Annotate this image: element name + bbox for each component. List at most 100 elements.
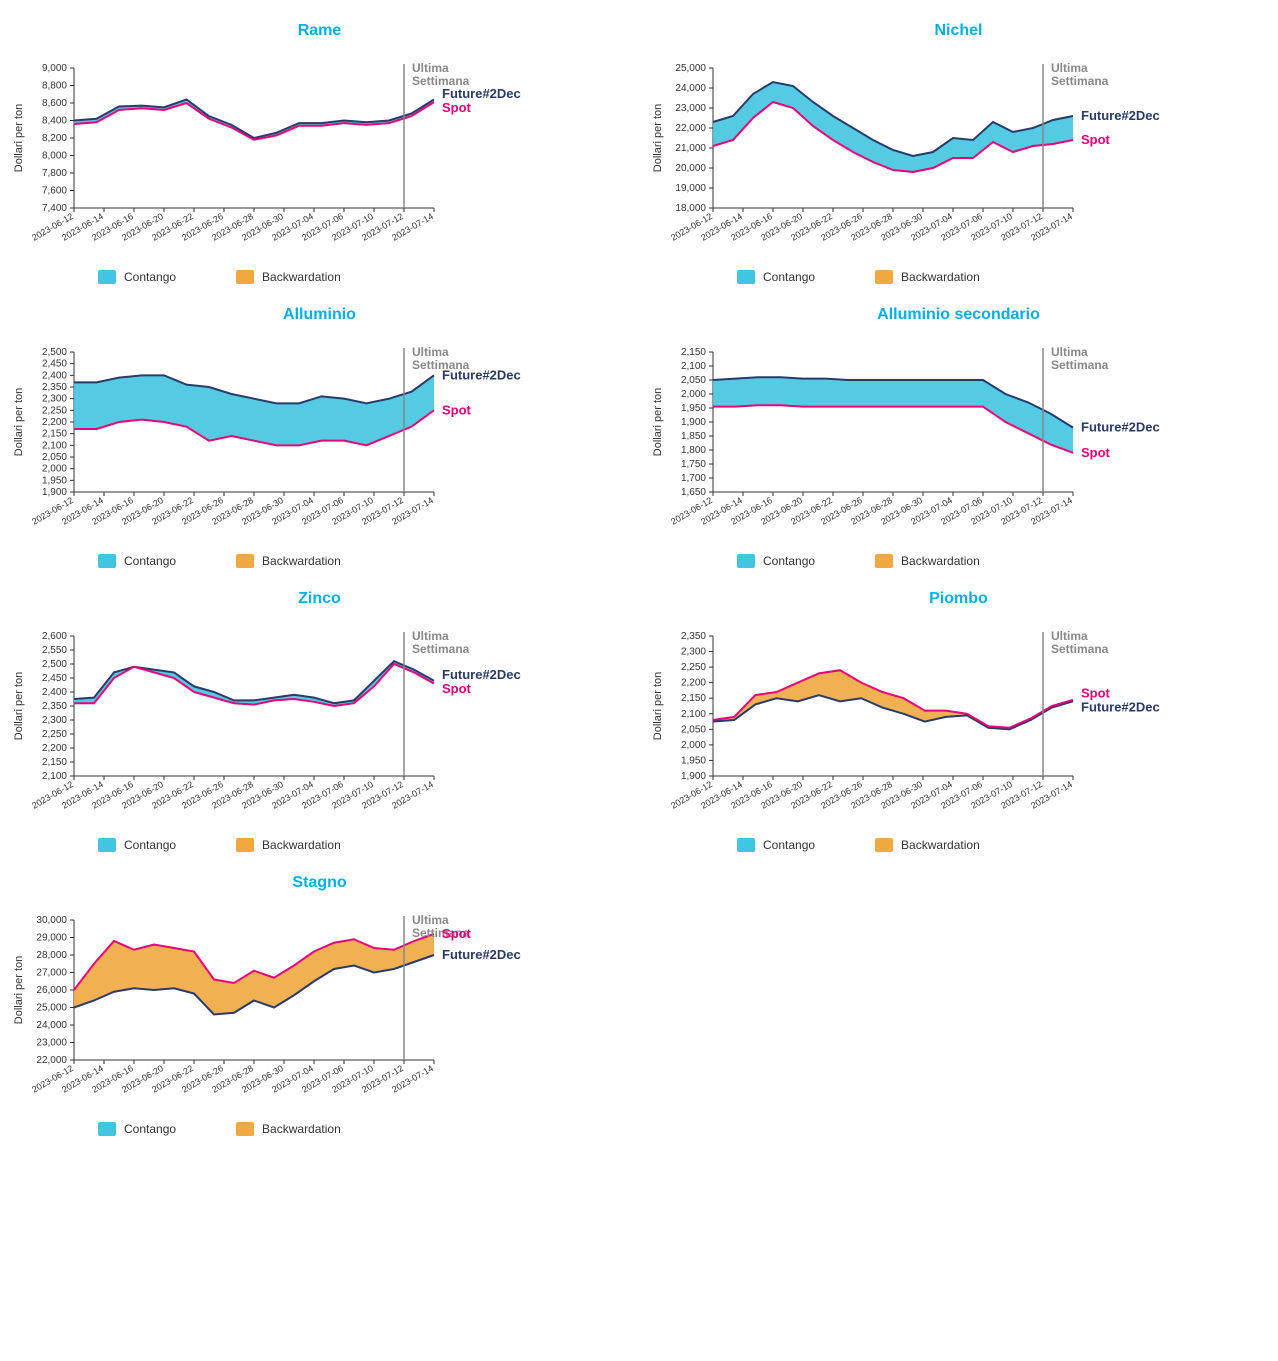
legend-label-contango: Contango xyxy=(763,838,815,852)
legend-label-contango: Contango xyxy=(124,554,176,568)
contango-area xyxy=(713,377,1073,453)
legend: Contango Backwardation xyxy=(98,1122,631,1136)
last-week-label: Settimana xyxy=(1051,642,1109,656)
svg-text:2,150: 2,150 xyxy=(42,429,67,440)
svg-text:7,400: 7,400 xyxy=(42,203,67,214)
spot-series-label: Spot xyxy=(1081,686,1111,701)
svg-text:2,200: 2,200 xyxy=(681,678,706,689)
spot-series-label: Spot xyxy=(442,681,472,696)
svg-text:2,350: 2,350 xyxy=(42,701,67,712)
svg-text:23,000: 23,000 xyxy=(36,1038,67,1049)
last-week-label: Settimana xyxy=(412,642,470,656)
contango-swatch xyxy=(98,838,116,852)
future-series-label: Future#2Dec xyxy=(442,947,521,962)
svg-text:2,250: 2,250 xyxy=(42,405,67,416)
contango-swatch xyxy=(98,270,116,284)
panel-title: Rame xyxy=(8,22,631,40)
legend-label-contango: Contango xyxy=(124,838,176,852)
future-series-label: Future#2Dec xyxy=(442,367,521,382)
last-week-label: Settimana xyxy=(1051,74,1109,88)
svg-text:19,000: 19,000 xyxy=(675,183,706,194)
svg-text:2,300: 2,300 xyxy=(42,715,67,726)
svg-text:2,350: 2,350 xyxy=(42,382,67,393)
svg-text:2,300: 2,300 xyxy=(681,647,706,658)
last-week-label: Ultima xyxy=(412,61,449,75)
legend-item-contango: Contango xyxy=(98,838,176,852)
last-week-label: Ultima xyxy=(1051,629,1088,643)
spot-series-label: Spot xyxy=(1081,445,1111,460)
svg-text:1,900: 1,900 xyxy=(681,771,706,782)
legend-label-backwardation: Backwardation xyxy=(262,554,341,568)
chart-svg: 1,9001,9502,0002,0502,1002,1502,2002,250… xyxy=(8,342,554,548)
future-line xyxy=(74,100,434,139)
panel-alluminio-secondario: Alluminio secondario1,6501,7001,7501,800… xyxy=(639,294,1278,578)
svg-text:1,700: 1,700 xyxy=(681,473,706,484)
legend: Contango Backwardation xyxy=(98,270,631,284)
legend-item-backwardation: Backwardation xyxy=(875,838,980,852)
legend: Contango Backwardation xyxy=(737,838,1270,852)
legend-label-backwardation: Backwardation xyxy=(901,270,980,284)
panel-title: Zinco xyxy=(8,590,631,608)
legend-label-contango: Contango xyxy=(763,270,815,284)
contango-swatch xyxy=(98,1122,116,1136)
svg-text:23,000: 23,000 xyxy=(675,103,706,114)
panel-stagno: Stagno22,00023,00024,00025,00026,00027,0… xyxy=(0,862,639,1146)
svg-text:9,000: 9,000 xyxy=(42,63,67,74)
contango-area xyxy=(74,375,434,445)
yaxis-label: Dollari per ton xyxy=(13,388,25,456)
legend-label-backwardation: Backwardation xyxy=(901,838,980,852)
spot-series-label: Spot xyxy=(442,100,472,115)
backwardation-swatch xyxy=(236,1122,254,1136)
chart-svg: 7,4007,6007,8008,0008,2008,4008,6008,800… xyxy=(8,58,554,264)
legend-label-contango: Contango xyxy=(124,270,176,284)
last-week-label: Ultima xyxy=(412,913,449,927)
chart-svg: 1,6501,7001,7501,8001,8501,9001,9502,000… xyxy=(647,342,1193,548)
svg-text:8,200: 8,200 xyxy=(42,133,67,144)
svg-text:2,050: 2,050 xyxy=(681,724,706,735)
chart-wrap: 1,9001,9502,0002,0502,1002,1502,2002,250… xyxy=(8,342,631,548)
svg-text:1,950: 1,950 xyxy=(42,475,67,486)
panel-rame: Rame 7,4007,6007,8008,0008,2008,4008,6008… xyxy=(0,10,639,294)
svg-text:2,100: 2,100 xyxy=(681,709,706,720)
legend-item-contango: Contango xyxy=(98,1122,176,1136)
svg-text:2,000: 2,000 xyxy=(42,464,67,475)
svg-text:27,000: 27,000 xyxy=(36,968,67,979)
contango-area xyxy=(713,82,1073,172)
svg-text:2,450: 2,450 xyxy=(42,673,67,684)
chart-wrap: 18,00019,00020,00021,00022,00023,00024,0… xyxy=(647,58,1270,264)
legend-label-backwardation: Backwardation xyxy=(262,838,341,852)
legend-item-contango: Contango xyxy=(98,554,176,568)
svg-text:2,000: 2,000 xyxy=(681,389,706,400)
chart-svg: 2,1002,1502,2002,2502,3002,3502,4002,450… xyxy=(8,626,554,832)
last-week-label: Settimana xyxy=(1051,358,1109,372)
svg-text:24,000: 24,000 xyxy=(675,83,706,94)
panel-zinco: Zinco2,1002,1502,2002,2502,3002,3502,400… xyxy=(0,578,639,862)
svg-text:20,000: 20,000 xyxy=(675,163,706,174)
svg-text:2,050: 2,050 xyxy=(681,375,706,386)
yaxis-label: Dollari per ton xyxy=(13,672,25,740)
svg-text:2,200: 2,200 xyxy=(42,417,67,428)
svg-text:2,600: 2,600 xyxy=(42,631,67,642)
last-week-label: Ultima xyxy=(412,629,449,643)
svg-text:8,600: 8,600 xyxy=(42,98,67,109)
svg-text:2,100: 2,100 xyxy=(42,440,67,451)
svg-text:1,950: 1,950 xyxy=(681,403,706,414)
legend-item-contango: Contango xyxy=(737,270,815,284)
svg-text:2,550: 2,550 xyxy=(42,645,67,656)
svg-text:1,750: 1,750 xyxy=(681,459,706,470)
legend-item-contango: Contango xyxy=(737,554,815,568)
yaxis-label: Dollari per ton xyxy=(13,104,25,172)
legend: Contango Backwardation xyxy=(737,270,1270,284)
backwardation-swatch xyxy=(875,554,893,568)
future-series-label: Future#2Dec xyxy=(442,667,521,682)
svg-text:1,900: 1,900 xyxy=(681,417,706,428)
svg-text:24,000: 24,000 xyxy=(36,1020,67,1031)
last-week-label: Ultima xyxy=(1051,61,1088,75)
svg-text:1,650: 1,650 xyxy=(681,487,706,498)
svg-text:18,000: 18,000 xyxy=(675,203,706,214)
legend-label-backwardation: Backwardation xyxy=(262,270,341,284)
svg-text:7,800: 7,800 xyxy=(42,168,67,179)
svg-text:2,150: 2,150 xyxy=(681,693,706,704)
future-series-label: Future#2Dec xyxy=(442,86,521,101)
legend-label-backwardation: Backwardation xyxy=(262,1122,341,1136)
